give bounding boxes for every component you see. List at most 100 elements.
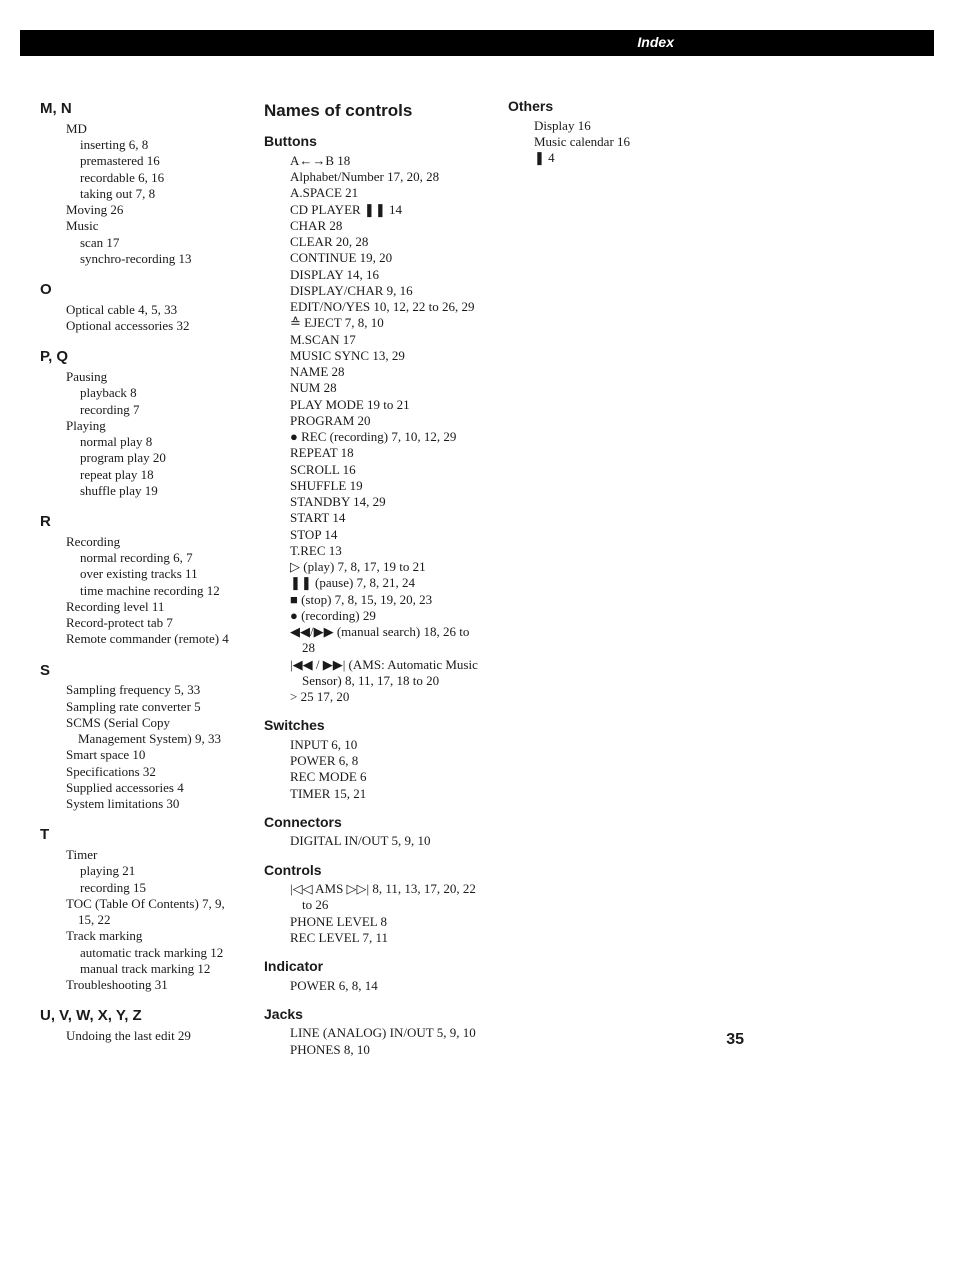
index-entry: recording 7 <box>80 402 240 418</box>
index-entry: PHONES 8, 10 <box>290 1042 484 1058</box>
index-entry: PLAY MODE 19 to 21 <box>290 397 484 413</box>
index-entry: normal play 8 <box>80 434 240 450</box>
index-group-heading: M, N <box>40 100 240 119</box>
index-entry: |◀◀ / ▶▶| (AMS: Automatic Music Sensor) … <box>290 657 484 690</box>
index-entry: A←→B 18 <box>290 153 484 169</box>
index-entry: Moving 26 <box>66 202 240 218</box>
index-entry: over existing tracks 11 <box>80 566 240 582</box>
index-entry: EDIT/NO/YES 10, 12, 22 to 26, 29 <box>290 299 484 315</box>
index-entry: System limitations 30 <box>66 796 240 812</box>
index-entry: INPUT 6, 10 <box>290 737 484 753</box>
index-entry: Specifications 32 <box>66 764 240 780</box>
index-entry: START 14 <box>290 510 484 526</box>
header-title: Index <box>637 34 674 52</box>
index-entry: ▷ (play) 7, 8, 17, 19 to 21 <box>290 559 484 575</box>
index-group-heading: R <box>40 513 240 532</box>
index-entry: Track marking <box>66 928 240 944</box>
header-bar: Index <box>20 30 934 56</box>
index-entry: synchro-recording 13 <box>80 251 240 267</box>
index-entry: MUSIC SYNC 13, 29 <box>290 348 484 364</box>
index-entry: TOC (Table Of Contents) 7, 9, 15, 22 <box>66 896 240 929</box>
index-column-right: OthersDisplay 16Music calendar 16❚ 4 <box>508 86 668 1058</box>
index-group-heading: P, Q <box>40 348 240 367</box>
index-entry: Remote commander (remote) 4 <box>66 631 240 647</box>
index-entry: > 25 17, 20 <box>290 689 484 705</box>
index-entry: POWER 6, 8 <box>290 753 484 769</box>
index-entry: PHONE LEVEL 8 <box>290 914 484 930</box>
index-entry: TIMER 15, 21 <box>290 786 484 802</box>
index-entry: Optional accessories 32 <box>66 318 240 334</box>
index-entry: Record-protect tab 7 <box>66 615 240 631</box>
index-entry: REPEAT 18 <box>290 445 484 461</box>
index-entry: REC MODE 6 <box>290 769 484 785</box>
index-group-heading: Switches <box>264 717 484 735</box>
index-group-heading: Jacks <box>264 1006 484 1024</box>
index-entry: STOP 14 <box>290 527 484 543</box>
index-entry: CLEAR 20, 28 <box>290 234 484 250</box>
index-entry: Optical cable 4, 5, 33 <box>66 302 240 318</box>
index-entry: Recording level 11 <box>66 599 240 615</box>
index-entry: playing 21 <box>80 863 240 879</box>
index-entry: LINE (ANALOG) IN/OUT 5, 9, 10 <box>290 1025 484 1041</box>
index-entry: NAME 28 <box>290 364 484 380</box>
index-entry: DISPLAY 14, 16 <box>290 267 484 283</box>
index-entry: scan 17 <box>80 235 240 251</box>
index-entry: ≙ EJECT 7, 8, 10 <box>290 315 484 331</box>
index-entry: repeat play 18 <box>80 467 240 483</box>
index-entry: T.REC 13 <box>290 543 484 559</box>
index-entry: PROGRAM 20 <box>290 413 484 429</box>
index-group-heading: S <box>40 662 240 681</box>
index-entry: Music <box>66 218 240 234</box>
page-body: M, N MDinserting 6, 8premastered 16 record… <box>0 56 954 1058</box>
index-entry: Pausing <box>66 369 240 385</box>
index-entry: premastered 16 <box>80 153 240 169</box>
index-entry: NUM 28 <box>290 380 484 396</box>
index-entry: Sampling rate converter 5 <box>66 699 240 715</box>
names-of-controls-title: Names of controls <box>264 100 484 121</box>
index-entry: program play 20 <box>80 450 240 466</box>
index-entry: Playing <box>66 418 240 434</box>
index-entry: SCMS (Serial Copy Management System) 9, … <box>66 715 240 748</box>
index-entry: Music calendar 16 <box>534 134 668 150</box>
index-entry: CD PLAYER ❚❚ 14 <box>290 202 484 218</box>
index-column-left: M, N MDinserting 6, 8premastered 16 record… <box>40 86 240 1058</box>
index-group-heading: Connectors <box>264 814 484 832</box>
index-entry: DISPLAY/CHAR 9, 16 <box>290 283 484 299</box>
index-entry: STANDBY 14, 29 <box>290 494 484 510</box>
index-entry: ● REC (recording) 7, 10, 12, 29 <box>290 429 484 445</box>
index-entry: MD <box>66 121 240 137</box>
index-entry: automatic track marking 12 <box>80 945 240 961</box>
index-entry: REC LEVEL 7, 11 <box>290 930 484 946</box>
index-entry: Supplied accessories 4 <box>66 780 240 796</box>
index-entry: ◀◀/▶▶ (manual search) 18, 26 to 28 <box>290 624 484 657</box>
index-entry: taking out 7, 8 <box>80 186 240 202</box>
index-entry: ● (recording) 29 <box>290 608 484 624</box>
index-entry: playback 8 <box>80 385 240 401</box>
index-entry: |◁◁ AMS ▷▷| 8, 11, 13, 17, 20, 22 to 26 <box>290 881 484 914</box>
index-entry: POWER 6, 8, 14 <box>290 978 484 994</box>
index-entry: Display 16 <box>534 118 668 134</box>
index-group-heading: Indicator <box>264 958 484 976</box>
index-group-heading: U, V, W, X, Y, Z <box>40 1007 240 1026</box>
index-entry: CONTINUE 19, 20 <box>290 250 484 266</box>
index-entry: Recording <box>66 534 240 550</box>
index-entry: Troubleshooting 31 <box>66 977 240 993</box>
index-entry: SHUFFLE 19 <box>290 478 484 494</box>
index-entry: ❚ 4 <box>534 150 668 166</box>
page-number: 35 <box>726 1030 744 1050</box>
index-entry: M.SCAN 17 <box>290 332 484 348</box>
index-group-heading: Buttons <box>264 133 484 151</box>
index-entry: shuffle play 19 <box>80 483 240 499</box>
index-group-heading: T <box>40 826 240 845</box>
index-group-heading: O <box>40 281 240 300</box>
index-entry: ❚❚ (pause) 7, 8, 21, 24 <box>290 575 484 591</box>
index-entry: inserting 6, 8 <box>80 137 240 153</box>
index-entry: Timer <box>66 847 240 863</box>
index-entry: DIGITAL IN/OUT 5, 9, 10 <box>290 833 484 849</box>
index-group-heading: Controls <box>264 862 484 880</box>
index-entry: ■ (stop) 7, 8, 15, 19, 20, 23 <box>290 592 484 608</box>
index-entry: Alphabet/Number 17, 20, 28 <box>290 169 484 185</box>
index-entry: manual track marking 12 <box>80 961 240 977</box>
index-entry: CHAR 28 <box>290 218 484 234</box>
index-entry: normal recording 6, 7 <box>80 550 240 566</box>
